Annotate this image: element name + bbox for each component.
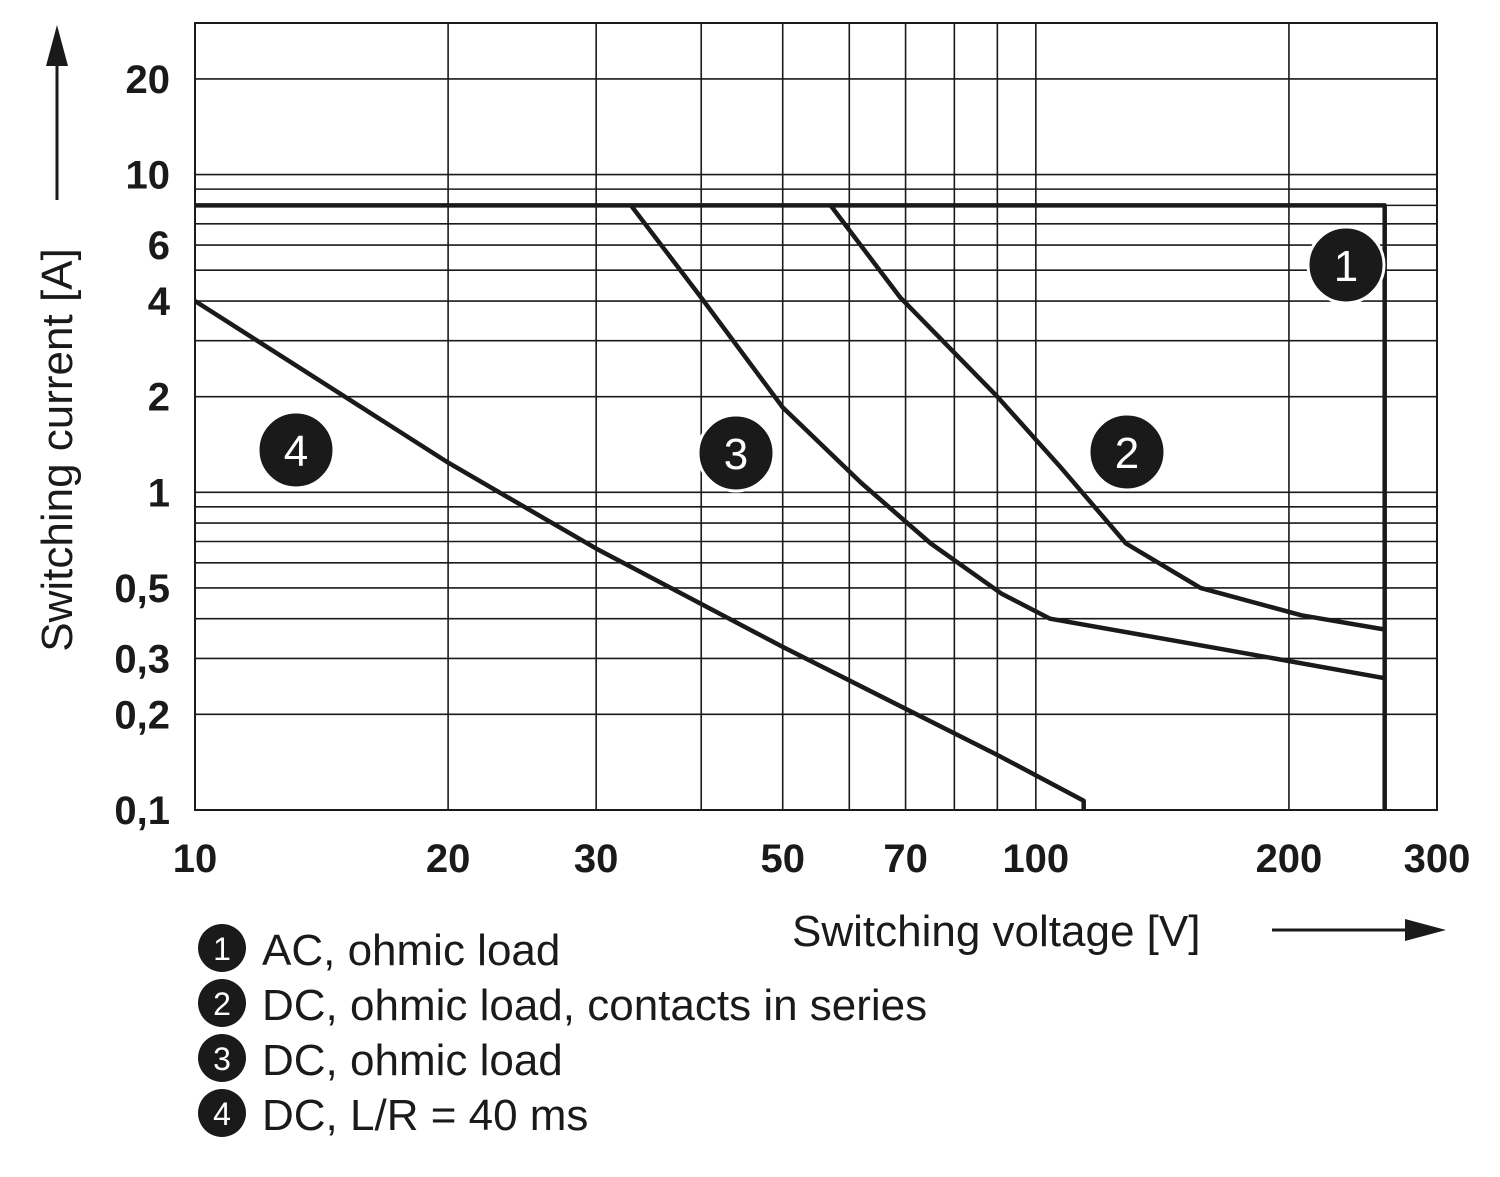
y-axis-arrowhead [46,25,68,66]
y-tick-label: 0,1 [114,789,170,833]
y-tick-label: 6 [148,224,170,268]
x-tick-label: 300 [1404,837,1471,881]
series-marker-label: 4 [284,427,308,476]
y-tick-label: 0,5 [114,567,170,611]
y-tick-label: 2 [148,376,170,420]
y-axis-label: Switching current [A] [33,248,82,652]
y-tick-label: 1 [148,471,170,515]
legend-label: DC, ohmic load, contacts in series [262,981,927,1030]
markers: 1 2 3 4 [256,225,1386,493]
legend: 1 AC, ohmic load 2 DC, ohmic load, contacts… [198,924,927,1140]
y-tick-label: 10 [126,154,171,198]
x-tick-label: 100 [1002,837,1069,881]
legend-marker-label: 2 [213,986,231,1022]
series-marker [1306,225,1386,305]
lines [193,203,1387,810]
legend-marker-label: 1 [213,931,231,967]
y-tick-label: 20 [126,58,171,102]
legend-marker-label: 3 [213,1041,231,1077]
x-tick-label: 30 [574,837,619,881]
series-marker [1087,412,1167,492]
x-axis-label: Switching voltage [V] [792,907,1200,956]
ticks: 10 20 30 50 70 100 200 300 0,1 0,2 0,3 0,5 1 2 4 6 10 20 [114,58,1470,881]
x-tick-label: 20 [426,837,471,881]
legend-marker [198,979,246,1027]
x-tick-label: 70 [883,837,928,881]
series-line [193,299,1086,810]
x-tick-label: 50 [760,837,805,881]
grid [195,23,1437,810]
legend-marker [198,1089,246,1137]
plot-frame [194,22,1438,811]
legend-label: DC, L/R = 40 ms [262,1091,588,1140]
series-marker [696,413,776,493]
legend-label: AC, ohmic load [262,926,560,975]
legend-label: DC, ohmic load [262,1036,563,1085]
series-marker [256,410,336,490]
legend-marker-label: 4 [213,1096,231,1132]
series-marker-label: 2 [1115,429,1139,478]
series-line [629,204,1386,681]
legend-marker [198,924,246,972]
series-line [195,203,1387,810]
x-axis-arrowhead [1405,919,1446,941]
x-tick-label: 200 [1256,837,1323,881]
series-marker-label: 1 [1334,242,1358,291]
series-marker-label: 3 [724,430,748,479]
y-tick-label: 4 [148,280,171,324]
x-tick-label: 10 [173,837,218,881]
legend-marker [198,1034,246,1082]
series-line [828,204,1386,632]
y-tick-label: 0,3 [114,637,170,681]
y-tick-label: 0,2 [114,693,170,737]
